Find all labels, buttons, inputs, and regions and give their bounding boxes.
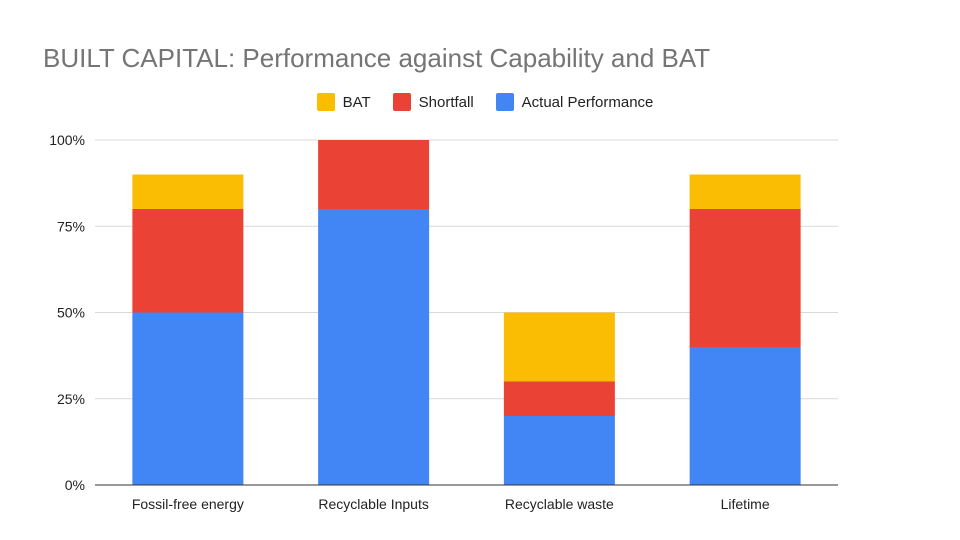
bar-bat — [132, 174, 244, 209]
y-tick-label: 50% — [57, 305, 85, 321]
bar-bat — [503, 312, 615, 382]
bar-bat — [689, 174, 801, 209]
x-tick-label: Recyclable Inputs — [318, 496, 429, 512]
legend-swatch — [495, 93, 514, 111]
chart-title: BUILT CAPITAL: Performance against Capab… — [43, 43, 711, 73]
legend: BAT Shortfall Actual Performance — [0, 93, 960, 111]
x-tick-label: Fossil-free energy — [132, 496, 244, 512]
bar-shortfall — [132, 209, 244, 313]
legend-item: Shortfall — [392, 93, 474, 111]
legend-label: Actual Performance — [521, 93, 654, 111]
legend-label: BAT — [342, 93, 371, 111]
bar-actual-performance — [689, 347, 801, 485]
bar-shortfall — [503, 381, 615, 416]
x-tick-label: Recyclable waste — [505, 496, 614, 512]
y-tick-label: 75% — [57, 218, 85, 234]
bar-shortfall — [689, 209, 801, 347]
legend-item: Actual Performance — [495, 93, 654, 111]
legend-item: BAT — [316, 93, 371, 111]
y-tick-label: 25% — [57, 391, 85, 407]
bar-shortfall — [318, 140, 430, 209]
x-tick-label: Lifetime — [721, 496, 770, 512]
legend-swatch — [392, 93, 411, 111]
y-tick-label: 100% — [49, 132, 85, 148]
y-tick-label: 0% — [65, 477, 85, 493]
legend-label: Shortfall — [418, 93, 474, 111]
legend-swatch — [316, 93, 335, 111]
bar-actual-performance — [132, 312, 244, 485]
bar-actual-performance — [503, 416, 615, 485]
bar-actual-performance — [318, 209, 430, 485]
